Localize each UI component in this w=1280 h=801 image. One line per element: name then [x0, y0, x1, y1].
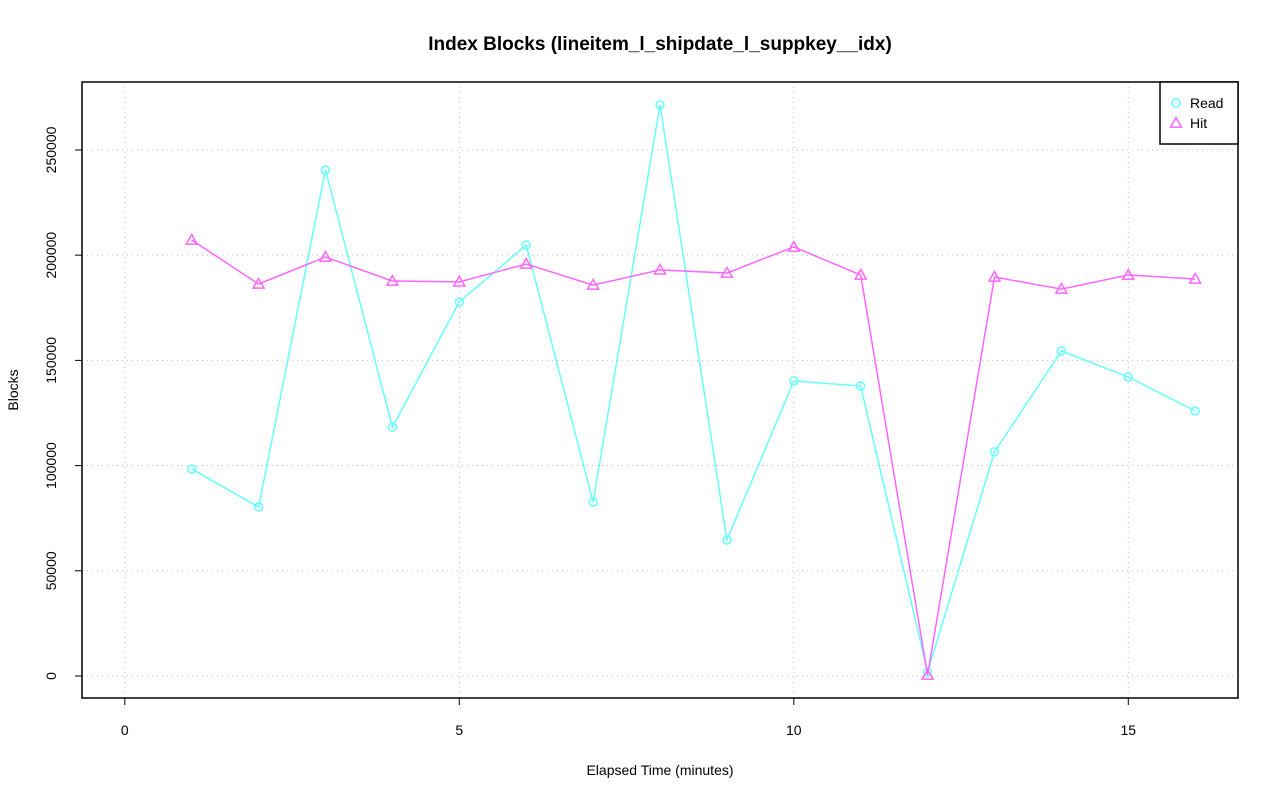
legend-label: Read	[1190, 95, 1223, 111]
point	[385, 274, 400, 286]
point	[452, 274, 467, 287]
point	[1121, 267, 1136, 280]
point	[853, 267, 868, 280]
y-tick-label: 200000	[43, 232, 59, 279]
point	[920, 667, 935, 680]
point	[184, 233, 199, 245]
point	[787, 239, 801, 252]
chart-title: Index Blocks (lineitem_l_shipdate_l_supp…	[428, 34, 892, 55]
point	[987, 270, 1002, 282]
point	[251, 276, 266, 289]
point	[454, 297, 465, 307]
point	[519, 257, 533, 269]
y-tick-label: 250000	[43, 126, 59, 173]
series-line	[191, 239, 1196, 676]
point	[253, 502, 264, 512]
point	[1188, 271, 1202, 284]
point	[855, 381, 866, 391]
point	[521, 240, 531, 250]
plot-frame	[81, 81, 1239, 699]
point	[1054, 282, 1069, 294]
legend-marker	[1169, 115, 1183, 128]
legend-box	[1159, 81, 1239, 145]
point	[722, 535, 732, 545]
point	[720, 266, 734, 278]
x-tick-label: 10	[786, 722, 802, 738]
point	[1123, 372, 1134, 382]
y-tick-label: 100000	[43, 442, 59, 489]
y-tick-label: 0	[43, 672, 59, 680]
point	[989, 447, 1000, 457]
legend-marker	[1171, 98, 1181, 108]
y-tick-label: 150000	[43, 337, 59, 384]
x-tick-label: 15	[1120, 722, 1136, 738]
x-tick-label: 0	[121, 722, 129, 738]
point	[789, 376, 799, 386]
point	[586, 278, 600, 290]
point	[186, 464, 197, 474]
point	[653, 262, 667, 275]
point	[387, 422, 398, 432]
y-tick-label: 50000	[43, 551, 59, 590]
point	[588, 497, 598, 507]
point	[1056, 346, 1067, 356]
y-axis-label: Blocks	[5, 369, 21, 410]
legend-label: Hit	[1190, 115, 1207, 131]
point	[318, 250, 333, 262]
point	[320, 165, 331, 175]
x-axis-label: Elapsed Time (minutes)	[586, 762, 733, 778]
point	[655, 100, 665, 110]
point	[1190, 406, 1200, 416]
x-tick-label: 5	[455, 722, 463, 738]
series-line	[191, 104, 1196, 675]
